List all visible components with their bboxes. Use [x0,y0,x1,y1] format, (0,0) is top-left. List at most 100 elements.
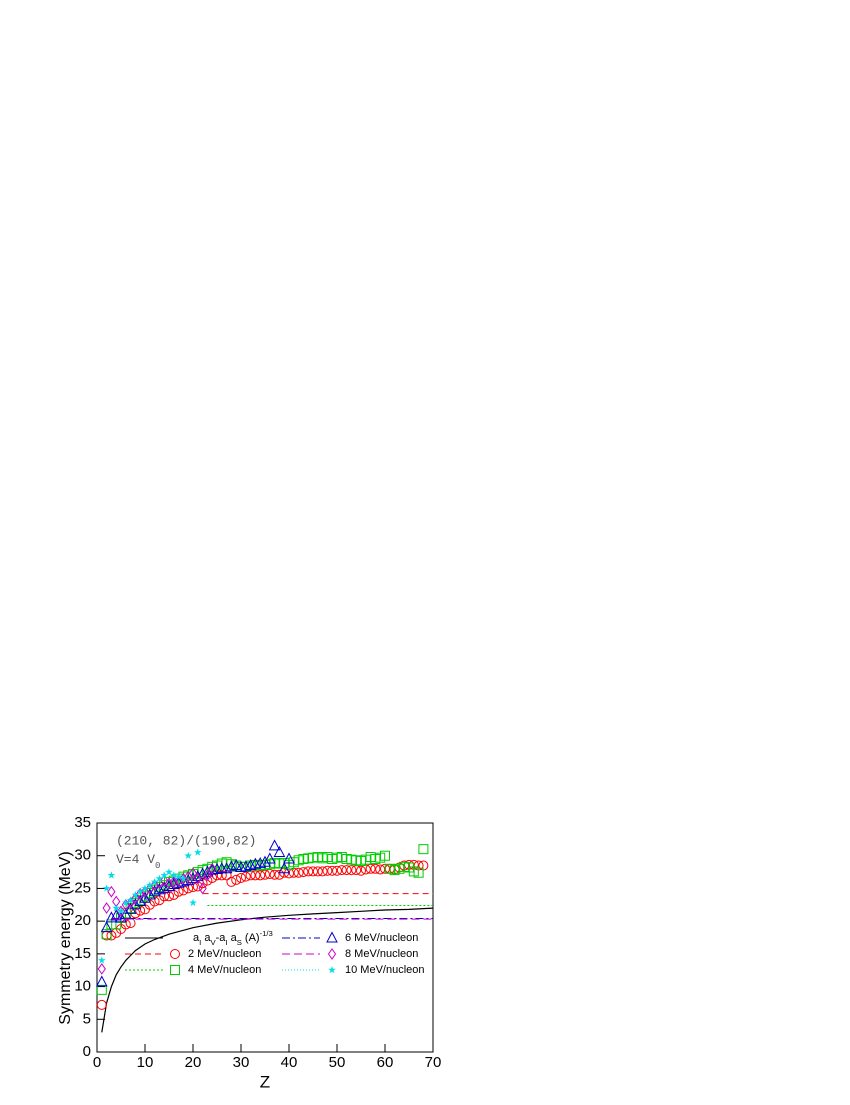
point [101,929,112,940]
point [107,885,116,898]
legend-label: 10 MeV/nucleon [345,964,425,976]
annotation: (210, 82)/(190,82) [116,833,256,848]
point [174,874,183,887]
point [327,865,338,876]
point [293,867,304,878]
point [150,877,159,886]
point [226,876,237,887]
point [259,855,271,867]
x-tick-label: 50 [329,1054,346,1071]
point [230,858,243,871]
point [131,892,140,905]
y-tick-label: 20 [74,912,91,929]
point [370,863,381,874]
point [100,921,113,933]
point [216,870,227,881]
point [102,884,111,892]
point [231,874,242,885]
legend-label: 6 MeV/nucleon [345,932,418,944]
point [268,839,281,851]
y-tick-label: 10 [74,978,91,995]
legend-label: aI aV-aI aS (A)-1/3 [193,929,273,947]
y-axis-label: Symmetry energy (MeV) [57,851,74,1024]
point [283,852,295,864]
annotation: V=4 V0 [116,852,160,870]
point [105,911,118,923]
point [322,865,333,876]
point [220,862,233,874]
point [269,869,280,880]
point [413,867,424,878]
point [153,883,166,895]
x-tick-label: 20 [185,1054,202,1071]
point [183,883,194,894]
y-tick-label: 35 [74,814,91,831]
legend-label: 2 MeV/nucleon [188,948,261,960]
y-tick-label: 5 [83,1010,91,1027]
point [115,911,127,923]
point [208,862,217,875]
point [102,902,111,914]
y-tick-label: 30 [74,847,91,864]
point [263,852,276,864]
legend-label: 4 MeV/nucleon [188,964,261,976]
point [170,871,178,879]
legend-label: 8 MeV/nucleon [345,948,418,960]
point [98,956,106,964]
point [112,904,120,912]
legend-marker [326,931,338,943]
point [198,882,207,895]
point [177,875,190,887]
point [136,887,145,900]
legend-marker [170,965,180,975]
point [117,907,125,915]
point [298,867,309,878]
point [121,898,130,911]
point [356,865,366,876]
point [116,905,126,918]
point [165,868,173,876]
point [136,887,144,895]
point [131,891,140,899]
point [184,851,192,859]
curve [101,907,434,1033]
point [95,975,108,987]
point [110,909,123,921]
plot-frame [96,822,434,1053]
point [188,867,198,880]
point [418,844,429,855]
point [274,869,285,880]
point [126,896,135,909]
x-axis-label: Z [260,1072,270,1091]
point [332,865,342,876]
point [380,850,390,861]
point [239,860,252,872]
point [346,865,357,876]
point [341,865,352,876]
point [303,866,314,877]
point [150,879,159,892]
point [146,881,154,889]
point [164,877,174,890]
point [139,891,151,903]
point [255,870,266,881]
point [97,963,106,975]
point [250,870,261,881]
point [244,858,257,871]
point [163,879,175,891]
point [155,874,164,882]
point [160,871,168,879]
point [317,866,328,877]
point [225,860,238,872]
point [96,999,107,1010]
point [189,898,197,907]
x-tick-label: 0 [93,1054,101,1071]
point [122,898,130,907]
point [203,869,212,882]
point [312,866,323,877]
x-tick-label: 70 [425,1054,442,1071]
point [278,862,291,874]
x-tick-label: 60 [377,1054,394,1071]
point [375,864,386,875]
